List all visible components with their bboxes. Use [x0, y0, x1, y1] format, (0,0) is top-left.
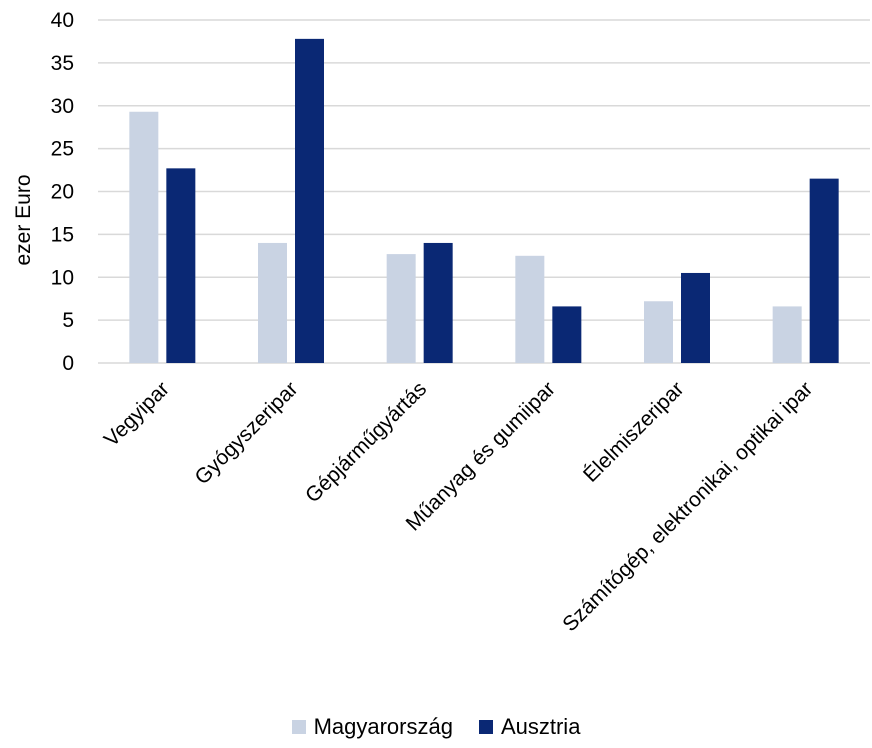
bar-magyarorszag [644, 301, 673, 363]
bar-magyarorszag [258, 242, 287, 363]
bar-magyarorszag [129, 111, 159, 363]
legend-swatch [291, 720, 306, 734]
bar-ausztria [166, 168, 196, 363]
y-tick-label: 25 [51, 138, 74, 161]
legend-swatch [478, 720, 493, 734]
y-axis-title: ezer Euro [12, 174, 35, 265]
bar-magyarorszag [515, 255, 545, 363]
x-category-label: Számítógép, elektronikai, optikai ipar [558, 377, 817, 636]
y-tick-label: 35 [51, 52, 74, 75]
legend-item-ausztria: Ausztria [478, 714, 581, 740]
legend-label: Magyarország [313, 714, 453, 739]
bar-chart: 0 5 10 15 20 25 30 35 40 Vegyipar GyógyszeriparGé… [12, 9, 870, 636]
y-axis-ticks: 0 5 10 15 20 25 30 35 40 [51, 9, 74, 375]
bar-ausztria [423, 242, 453, 363]
x-category-label: Gépjárműgyártás [301, 377, 431, 507]
bar-ausztria [295, 38, 324, 364]
legend-item-magyarorszag: Magyarország [291, 714, 453, 740]
x-axis-labels: Vegyipar GyógyszeriparGépjárműgyártásMűan… [100, 377, 817, 636]
x-category-label: Műanyag és gumiipar [402, 377, 560, 535]
bar-magyarorszag [772, 306, 802, 363]
y-tick-label: 30 [51, 95, 74, 118]
bar-ausztria [681, 272, 710, 363]
bar-ausztria [552, 306, 582, 363]
x-category-label: Élelmiszeripar [579, 377, 689, 487]
y-tick-label: 0 [62, 352, 74, 375]
y-tick-label: 5 [62, 309, 74, 332]
y-tick-label: 15 [51, 223, 74, 246]
gridlines [98, 19, 870, 364]
y-tick-label: 20 [51, 181, 74, 204]
bar-ausztria [809, 178, 839, 363]
legend: Magyarország Ausztria [0, 714, 872, 740]
bar-magyarorszag [386, 254, 416, 363]
bars [129, 38, 839, 364]
y-tick-label: 40 [51, 9, 74, 32]
y-tick-label: 10 [51, 266, 74, 289]
legend-label: Ausztria [500, 714, 581, 739]
x-category-label: Vegyipar [100, 377, 174, 451]
x-category-label: Gyógyszeripar [191, 377, 303, 489]
